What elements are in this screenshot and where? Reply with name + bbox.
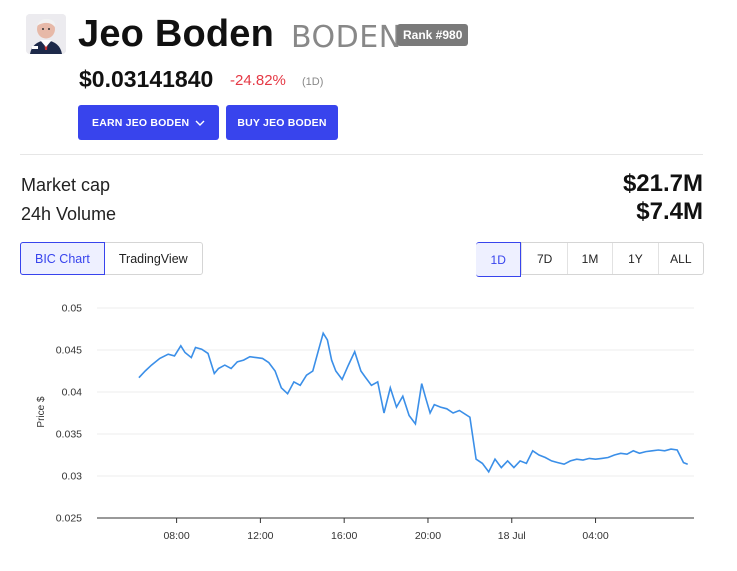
chart-source-tabs: BIC Chart TradingView <box>20 242 203 275</box>
price-chart: 0.05 0.045 0.04 0.035 0.03 0.025 08:00 12:00 16… <box>36 303 694 542</box>
series-line <box>138 331 688 474</box>
buy-button[interactable]: BUY JEO BODEN <box>226 105 338 140</box>
y-tick-label: 0.045 <box>56 345 82 357</box>
range-tab-all[interactable]: ALL <box>657 243 703 274</box>
tab-tradingview[interactable]: TradingView <box>118 251 188 266</box>
chevron-down-icon <box>195 117 205 129</box>
range-tab-1m[interactable]: 1M <box>566 243 612 274</box>
y-tick-label: 0.035 <box>56 429 82 441</box>
x-tick-label: 08:00 <box>163 530 189 542</box>
range-tab-1y[interactable]: 1Y <box>612 243 657 274</box>
change-period: (1D) <box>302 76 324 88</box>
buy-button-label: BUY JEO BODEN <box>237 116 327 129</box>
coin-ticker: BODEN <box>291 20 402 55</box>
x-tick-label: 18 Jul <box>498 530 526 542</box>
y-tick-label: 0.04 <box>62 387 83 399</box>
y-tick-label: 0.05 <box>62 303 83 315</box>
range-tab-1d[interactable]: 1D <box>476 242 522 277</box>
market-cap-value: $21.7M <box>622 170 703 197</box>
market-cap-label: Market cap <box>21 175 111 195</box>
tab-bic-chart[interactable]: BIC Chart <box>20 242 105 275</box>
coin-name: Jeo Boden <box>78 13 275 55</box>
y-tick-label: 0.03 <box>62 471 83 483</box>
divider <box>20 154 703 155</box>
x-tick-label: 16:00 <box>331 530 357 542</box>
x-tick-label: 20:00 <box>415 530 441 542</box>
y-axis-label: Price $ <box>36 396 47 428</box>
earn-button-label: EARN JEO BODEN <box>92 116 190 129</box>
coin-logo <box>26 14 66 54</box>
volume-value: $7.4M <box>636 198 703 225</box>
x-tick-label: 12:00 <box>247 530 273 542</box>
range-tab-7d[interactable]: 7D <box>521 243 566 274</box>
coin-price: $0.03141840 <box>79 66 214 92</box>
coin-logo-image <box>26 14 66 54</box>
y-tick-label: 0.025 <box>56 513 82 525</box>
range-tabs: 1D 7D 1M 1Y ALL <box>476 242 704 277</box>
price-change: -24.82% <box>230 72 286 89</box>
earn-button[interactable]: EARN JEO BODEN <box>78 105 219 140</box>
volume-label: 24h Volume <box>21 204 117 224</box>
x-tick-label: 04:00 <box>582 530 608 542</box>
rank-badge: Rank #980 <box>397 24 469 46</box>
